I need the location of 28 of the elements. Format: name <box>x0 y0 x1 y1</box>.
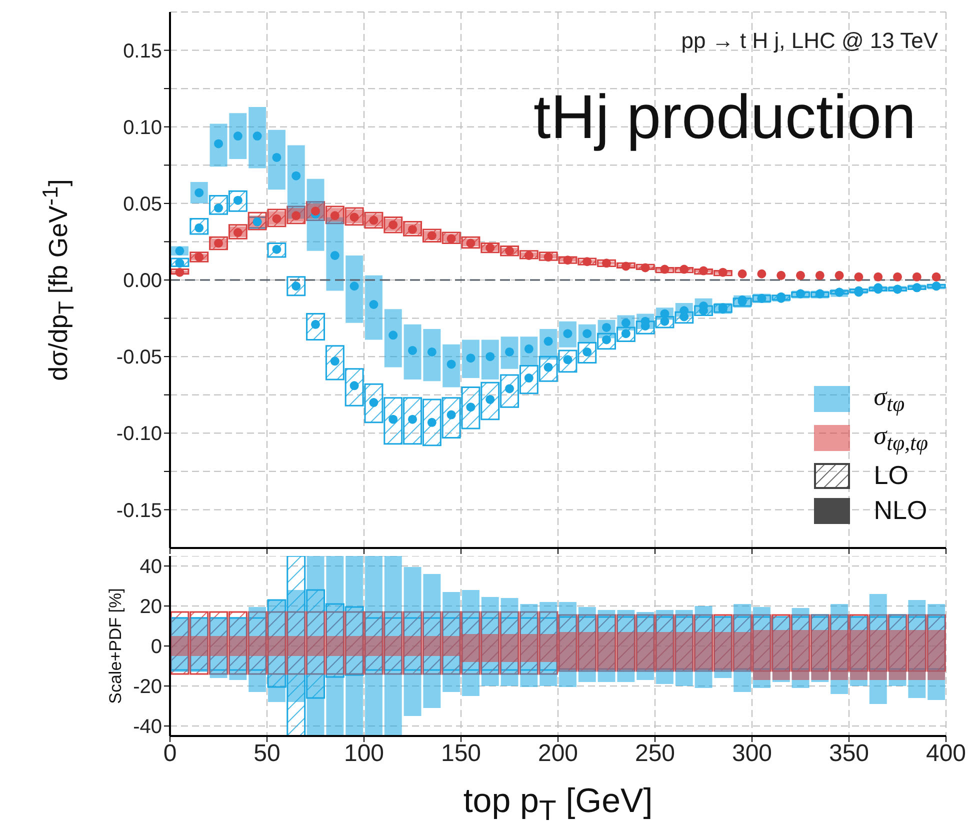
x-tick-label: 200 <box>538 740 578 768</box>
y-tick-label: 0.15 <box>123 40 162 62</box>
x-tick-label: 100 <box>344 740 384 768</box>
y-tick-label: 0.10 <box>123 116 162 139</box>
y-tick-label: 20 <box>140 596 162 618</box>
x-axis-title: top p$_{T}$ [GeV] <box>463 782 653 827</box>
x-tick-label: 400 <box>926 740 966 768</box>
text: tHj production <box>533 83 916 152</box>
x-tick-label: 250 <box>634 740 676 768</box>
y-tick-label: -0.10 <box>116 423 162 446</box>
y-tick-label: 0 <box>150 636 162 658</box>
annotation: pp → t H j, LHC @ 13 TeV <box>681 28 938 53</box>
x-tick-label: 300 <box>732 740 772 768</box>
y-tick-label: -20 <box>133 676 162 698</box>
y-tick-label: -40 <box>133 716 162 738</box>
x-tick-label: 150 <box>440 740 482 768</box>
annotation: NLO <box>874 495 928 526</box>
annotation: LO <box>874 460 908 491</box>
x-tick-label: 50 <box>254 740 280 768</box>
y-tick-label: -0.15 <box>116 500 162 522</box>
legend-label: σ$_{tφ}$ <box>874 382 905 417</box>
y-tick-label: 0.05 <box>123 194 162 216</box>
y-tick-label: 0.00 <box>123 270 162 292</box>
x-tick-label: 350 <box>828 740 870 768</box>
y-tick-label: 40 <box>140 556 162 578</box>
legend-label: σ$_{tφ,tφ}$ <box>874 420 928 456</box>
y-axis-title: Scale+PDF [%] <box>106 588 125 704</box>
y-tick-label: -0.05 <box>116 346 162 369</box>
